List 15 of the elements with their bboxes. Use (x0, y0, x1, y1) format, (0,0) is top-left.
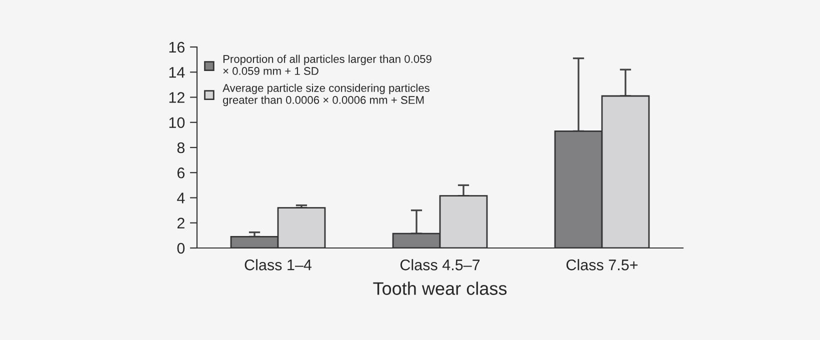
y-tick-label: 4 (177, 192, 185, 204)
x-tick-label: Class 1–4 (244, 259, 312, 270)
y-tick-label: 10 (169, 117, 185, 128)
y-tick-label: 2 (177, 218, 184, 228)
y-tick-label: 0 (177, 242, 185, 254)
x-axis-title: Tooth wear class (373, 282, 507, 295)
y-tick-label: 12 (169, 92, 184, 103)
x-tick-label: Class 4.5–7 (400, 259, 480, 270)
x-tick-label: Class 7.5+ (566, 259, 638, 270)
legend-label: Proportion of all particles larger than 0.059 × 0.059 mm + 1 SD (223, 54, 432, 75)
legend-label: Average particle size considering particles greater than 0.0006 × 0.0006 mm + SEM (222, 84, 430, 106)
y-tick-label: 6 (177, 167, 185, 178)
y-tick-label: 8 (177, 142, 185, 154)
y-tick-label: 16 (169, 42, 185, 53)
y-tick-label: 14 (169, 67, 185, 78)
